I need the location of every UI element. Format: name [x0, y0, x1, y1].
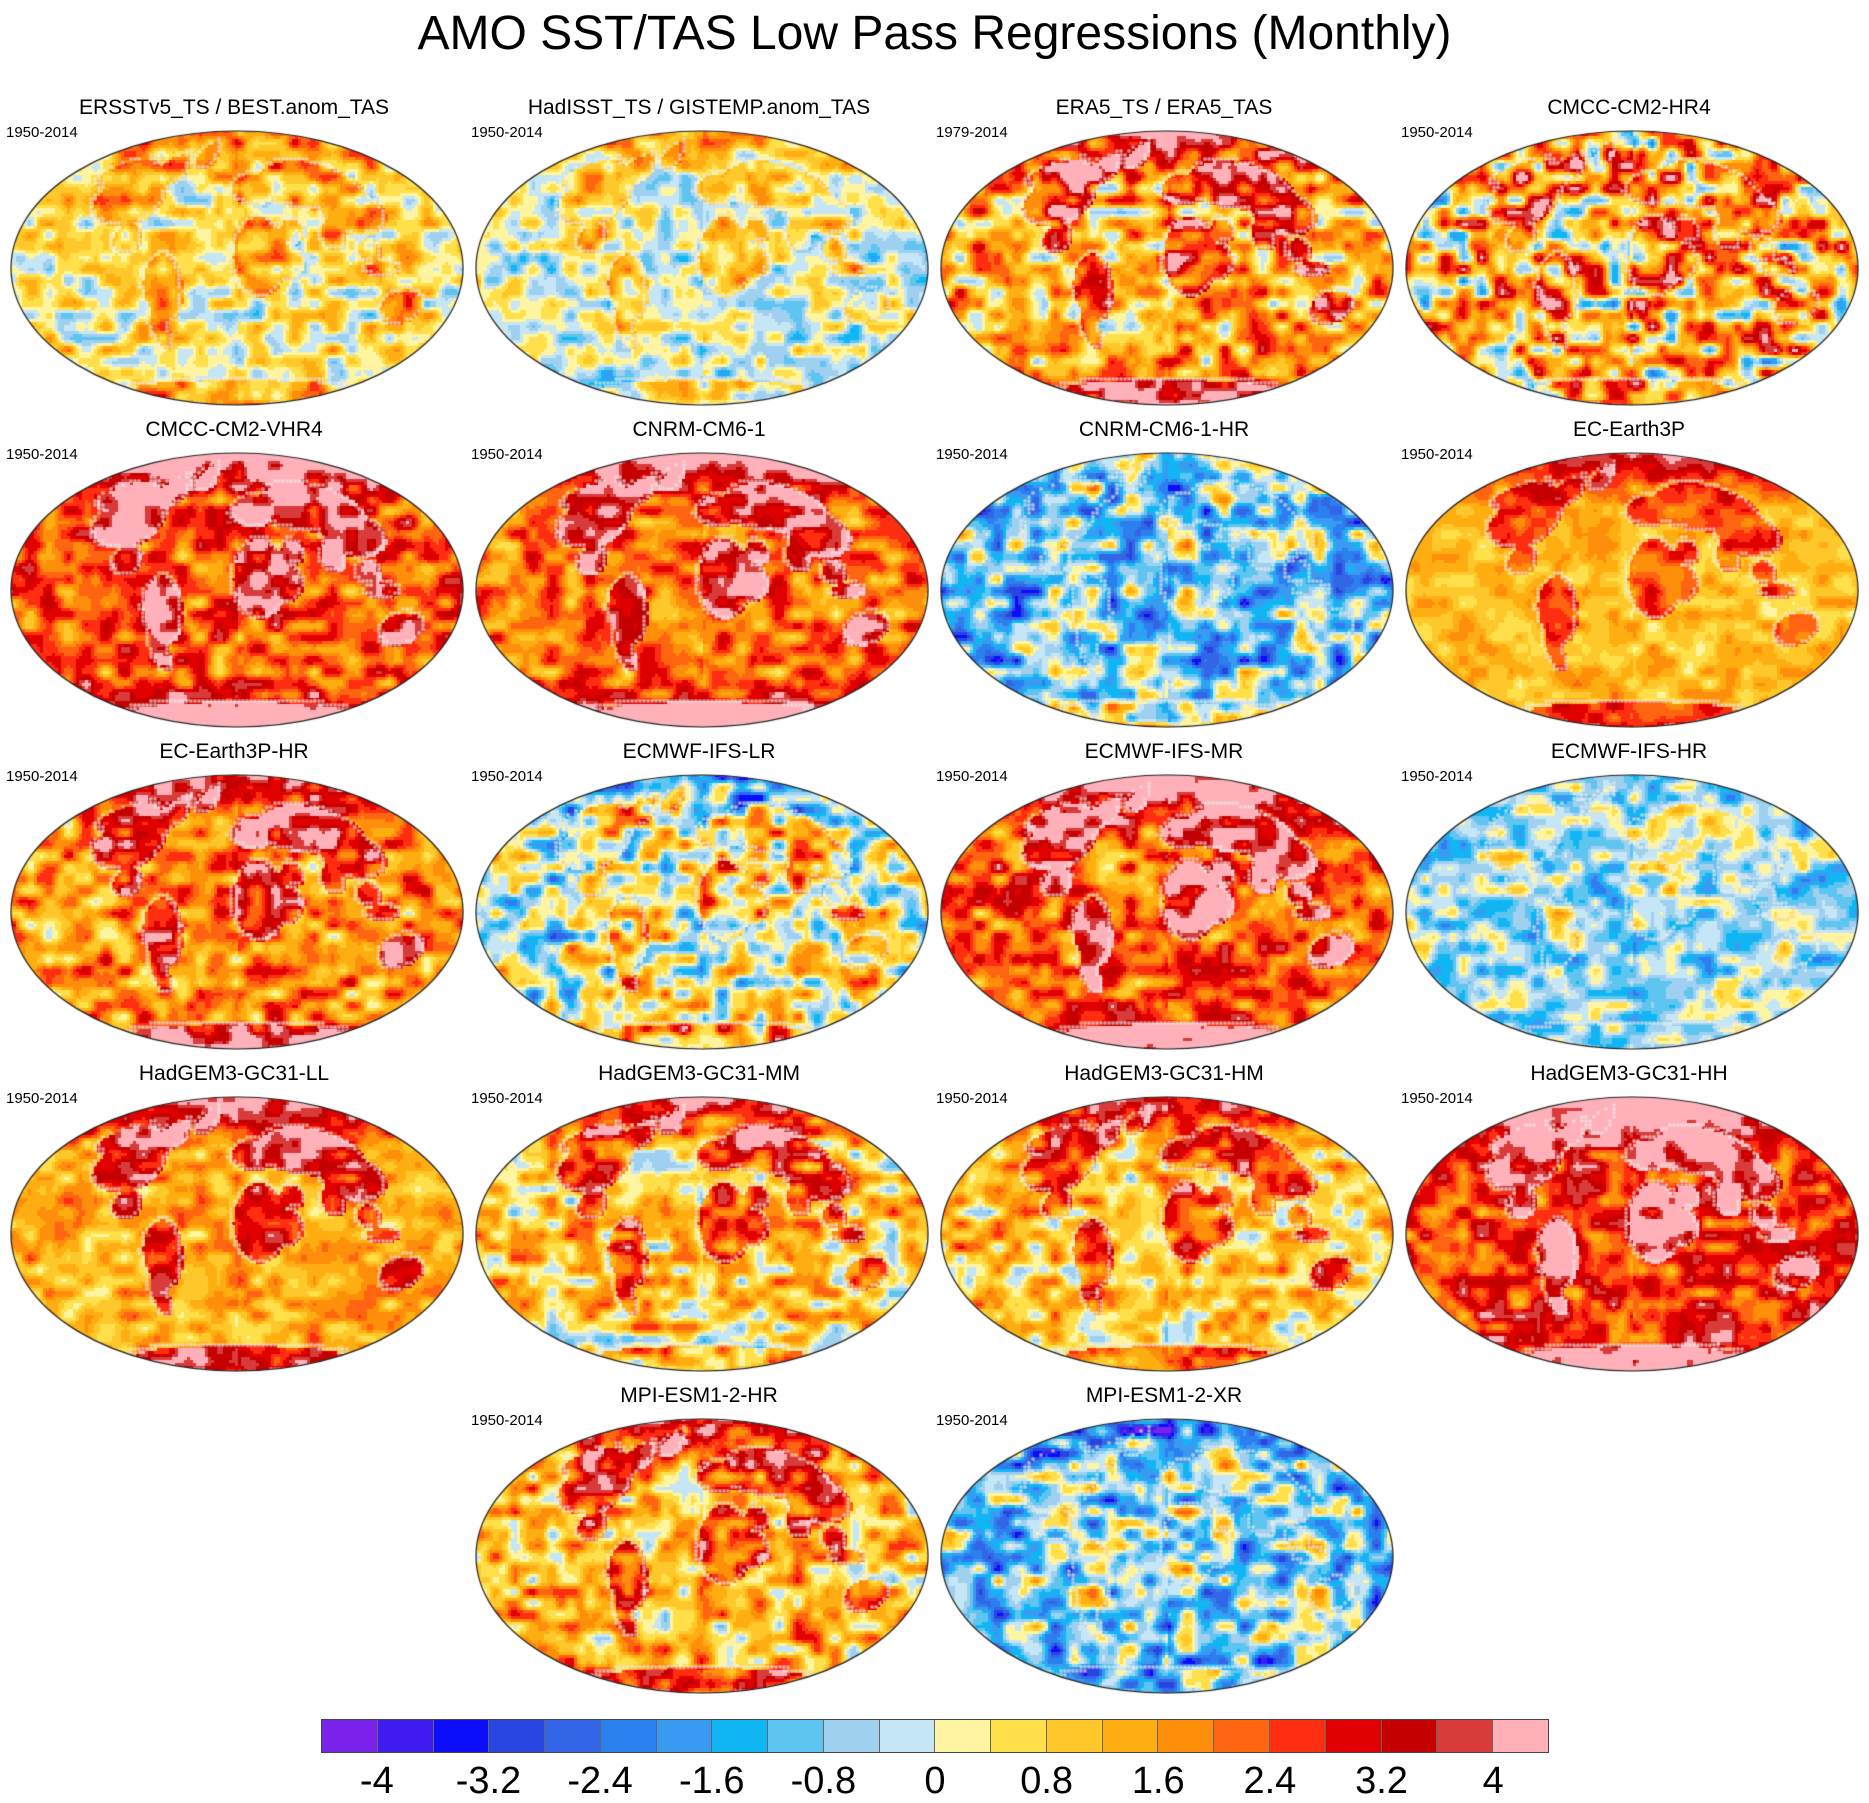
- panel-title: CNRM-CM6-1: [632, 418, 766, 441]
- colorbar-swatch: [712, 1720, 769, 1752]
- map-panel: ECMWF-IFS-HR1950-2014: [1399, 740, 1859, 1050]
- regression-map: [10, 130, 464, 406]
- colorbar-swatch: [600, 1720, 657, 1752]
- panel-title: MPI-ESM1-2-HR: [620, 1384, 778, 1407]
- panel-title: HadGEM3-GC31-MM: [598, 1062, 800, 1085]
- regression-map: [1405, 1096, 1859, 1372]
- colorbar-swatch: [935, 1720, 992, 1752]
- map-panel: CNRM-CM6-11950-2014: [469, 418, 929, 728]
- regression-map: [475, 130, 929, 406]
- regression-map: [1405, 774, 1859, 1050]
- colorbar-swatch: [991, 1720, 1047, 1752]
- regression-map: [940, 1418, 1394, 1694]
- panel-title: HadISST_TS / GISTEMP.anom_TAS: [527, 96, 871, 119]
- panel-title: EC-Earth3P: [1572, 418, 1686, 441]
- regression-map: [940, 774, 1394, 1050]
- colorbar-tick-label: -1.6: [678, 1760, 745, 1802]
- colorbar-swatch: [1381, 1720, 1438, 1752]
- map-panel: MPI-ESM1-2-XR1950-2014: [934, 1384, 1394, 1694]
- colorbar-tick-label: 0.8: [1020, 1760, 1074, 1802]
- panel-title: ECMWF-IFS-LR: [622, 740, 776, 763]
- panel-title: CMCC-CM2-HR4: [1547, 96, 1711, 119]
- colorbar-swatch: [823, 1720, 880, 1752]
- colorbar-tick-label: -0.8: [790, 1760, 857, 1802]
- colorbar-swatch: [656, 1720, 713, 1752]
- panel-title: HadGEM3-GC31-HM: [1064, 1062, 1264, 1085]
- panel-title: EC-Earth3P-HR: [159, 740, 309, 763]
- panel-title: HadGEM3-GC31-HH: [1530, 1062, 1728, 1085]
- colorbar-swatch: [1270, 1720, 1326, 1752]
- map-panel: ERSSTv5_TS / BEST.anom_TAS1950-2014: [4, 96, 464, 406]
- colorbar-tick-label: 2.4: [1243, 1760, 1297, 1802]
- colorbar-tick-label: 1.6: [1131, 1760, 1185, 1802]
- colorbar-swatch: [1046, 1720, 1103, 1752]
- panel-title: ERSSTv5_TS / BEST.anom_TAS: [78, 96, 390, 119]
- colorbar-tick-label: 3.2: [1355, 1760, 1408, 1802]
- colorbar-labels: -4 -3.2 -2.4 -1.6 -0.8 0 0.8 1.6 2.4 3.2 4: [321, 1760, 1549, 1802]
- map-panel: HadGEM3-GC31-HH1950-2014: [1399, 1062, 1859, 1372]
- panel-title: CMCC-CM2-VHR4: [145, 418, 323, 441]
- map-panel: CMCC-CM2-HR41950-2014: [1399, 96, 1859, 406]
- colorbar-tick-label: 0: [924, 1760, 946, 1802]
- colorbar-swatch: [545, 1720, 601, 1752]
- colorbar-swatch: [1102, 1720, 1159, 1752]
- regression-map: [10, 1096, 464, 1372]
- colorbar-swatch: [322, 1720, 378, 1752]
- regression-map: [475, 1418, 929, 1694]
- colorbar-tick-label: -2.4: [567, 1760, 633, 1802]
- regression-map: [10, 774, 464, 1050]
- panel-title: MPI-ESM1-2-XR: [1085, 1384, 1243, 1407]
- panel-title: HadGEM3-GC31-LL: [138, 1062, 330, 1085]
- map-panel: MPI-ESM1-2-HR1950-2014: [469, 1384, 929, 1694]
- map-panel: HadGEM3-GC31-LL1950-2014: [4, 1062, 464, 1372]
- map-panel: ECMWF-IFS-MR1950-2014: [934, 740, 1394, 1050]
- panel-title: ERA5_TS / ERA5_TAS: [1055, 96, 1273, 119]
- colorbar-swatch: [1214, 1720, 1271, 1752]
- regression-map: [10, 452, 464, 728]
- regression-map: [475, 774, 929, 1050]
- map-panel: HadGEM3-GC31-HM1950-2014: [934, 1062, 1394, 1372]
- map-panel: CNRM-CM6-1-HR1950-2014: [934, 418, 1394, 728]
- map-panel: HadGEM3-GC31-MM1950-2014: [469, 1062, 929, 1372]
- panel-title: ECMWF-IFS-MR: [1084, 740, 1244, 763]
- map-panel: ERA5_TS / ERA5_TAS1979-2014: [934, 96, 1394, 406]
- regression-map: [475, 452, 929, 728]
- map-panel: CMCC-CM2-VHR41950-2014: [4, 418, 464, 728]
- regression-map: [940, 452, 1394, 728]
- map-panel: HadISST_TS / GISTEMP.anom_TAS1950-2014: [469, 96, 929, 406]
- regression-map: [475, 1096, 929, 1372]
- colorbar-swatch: [1437, 1720, 1494, 1752]
- colorbar-tick-label: -4: [359, 1760, 394, 1802]
- colorbar-tick-label: -3.2: [455, 1760, 522, 1802]
- colorbar-swatch: [433, 1720, 490, 1752]
- panel-title: ECMWF-IFS-HR: [1550, 740, 1708, 763]
- colorbar-tick-label: 4: [1482, 1760, 1504, 1802]
- map-panel: ECMWF-IFS-LR1950-2014: [469, 740, 929, 1050]
- regression-map: [940, 1096, 1394, 1372]
- colorbar-swatch: [1158, 1720, 1215, 1752]
- colorbar-swatch: [1493, 1720, 1548, 1752]
- colorbar-swatch: [768, 1720, 824, 1752]
- colorbar-swatch: [1325, 1720, 1382, 1752]
- map-panel: EC-Earth3P-HR1950-2014: [4, 740, 464, 1050]
- colorbar: [321, 1719, 1549, 1753]
- figure-title: AMO SST/TAS Low Pass Regressions (Monthl…: [417, 7, 1452, 60]
- colorbar-swatch: [377, 1720, 434, 1752]
- colorbar-swatch: [489, 1720, 546, 1752]
- regression-map: [1405, 130, 1859, 406]
- regression-map: [940, 130, 1394, 406]
- regression-map: [1405, 452, 1859, 728]
- map-panel: EC-Earth3P1950-2014: [1399, 418, 1859, 728]
- colorbar-swatch: [879, 1720, 936, 1752]
- panel-title: CNRM-CM6-1-HR: [1078, 418, 1250, 441]
